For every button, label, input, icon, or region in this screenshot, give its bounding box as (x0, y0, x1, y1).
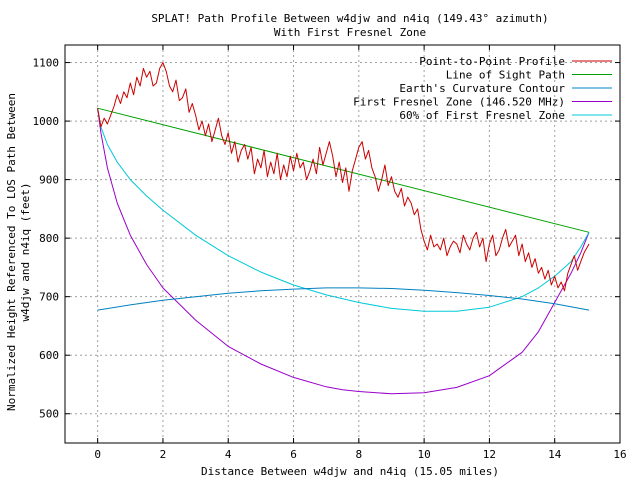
plot-frame (64, 44, 621, 444)
series-line-2 (97, 287, 590, 311)
x-tick-label: 6 (290, 448, 297, 461)
x-tick-label: 2 (160, 448, 167, 461)
y-tick-label: 900 (39, 174, 59, 187)
series-line-3 (97, 108, 590, 395)
legend-entry-label: Earth's Curvature Contour (399, 82, 565, 95)
legend-entry-label: Line of Sight Path (446, 69, 565, 82)
y-tick-label: 800 (39, 232, 59, 245)
y-tick-label: 500 (39, 408, 59, 421)
legend-entry-label: First Fresnel Zone (146.520 MHz) (353, 96, 565, 109)
x-tick-label: 8 (356, 448, 363, 461)
y-tick-label: 700 (39, 291, 59, 304)
y-tick-label: 600 (39, 349, 59, 362)
legend-entry-label: 60% of First Fresnel Zone (399, 109, 565, 122)
axis-ticks: 0 2 4 6 8 10 12 14 16 500 600 700 800 900 1000 1100 (33, 45, 627, 461)
x-tick-label: 0 (94, 448, 101, 461)
x-tick-label: 12 (483, 448, 496, 461)
x-tick-label: 4 (225, 448, 232, 461)
chart-subtitle: With First Fresnel Zone (274, 26, 426, 39)
series-lines (97, 62, 590, 395)
y-axis-label-line1: Normalized Height Referenced To LOS Path… (5, 93, 18, 411)
y-tick-label: 1000 (33, 115, 60, 128)
series-line-0 (97, 62, 590, 292)
chart-title: SPLAT! Path Profile Between w4djw and n4… (151, 12, 548, 25)
x-tick-label: 14 (548, 448, 562, 461)
x-tick-label: 16 (613, 448, 626, 461)
x-axis-label: Distance Between w4djw and n4iq (15.05 m… (201, 465, 499, 478)
x-tick-label: 10 (417, 448, 430, 461)
y-tick-label: 1100 (33, 57, 60, 70)
series-line-4 (97, 108, 590, 312)
legend-entry-label: Point-to-Point Profile (419, 55, 565, 68)
series-line-1 (97, 107, 590, 233)
y-axis-label-line2: w4djw and n4iq (feet) (19, 182, 32, 321)
